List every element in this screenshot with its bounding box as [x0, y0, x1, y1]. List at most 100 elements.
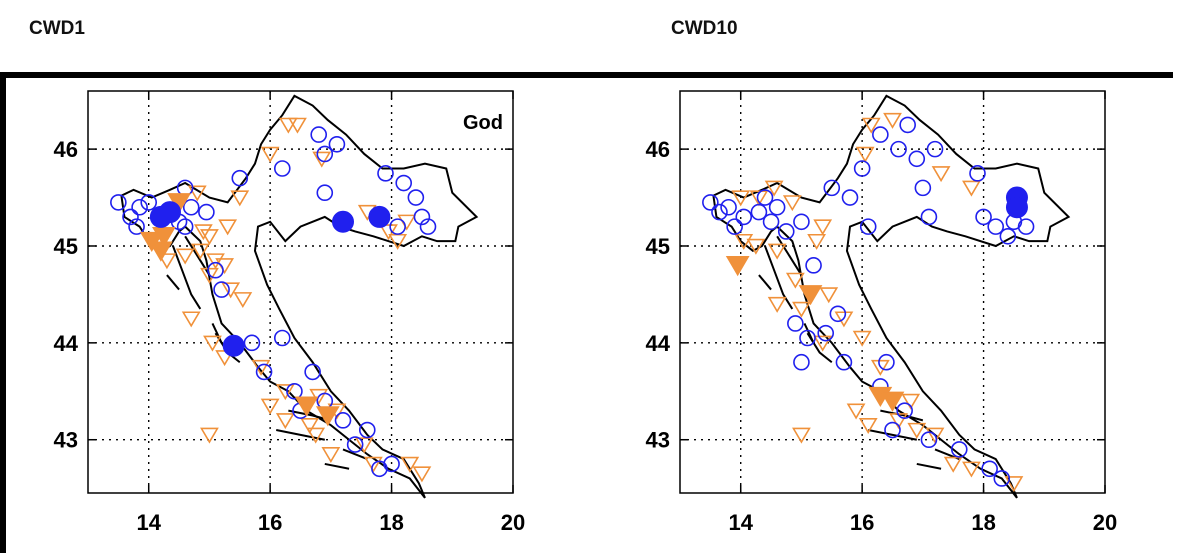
- x-tick-label: 14: [728, 510, 753, 535]
- decrease-triangle-marker: [203, 335, 222, 352]
- significant-decrease-marker: [315, 406, 340, 427]
- x-tick-label: 18: [971, 510, 995, 535]
- increase-circle-marker: [304, 363, 321, 381]
- x-tick-label: 14: [136, 510, 161, 535]
- increase-circle-marker: [787, 315, 804, 332]
- decrease-triangle-marker: [1004, 476, 1024, 493]
- increase-circle-marker: [799, 329, 816, 347]
- y-tick-label: 45: [646, 234, 670, 259]
- increase-circle-marker: [110, 194, 127, 211]
- increase-circle-marker: [182, 198, 200, 216]
- plot-frame: [87, 90, 514, 494]
- significant-decrease-marker: [294, 396, 319, 417]
- increase-circle-marker: [198, 203, 215, 221]
- decrease-triangle-marker: [200, 267, 219, 284]
- increase-circle-marker: [762, 213, 780, 231]
- y-tick-label: 46: [54, 137, 78, 162]
- increase-circle-marker: [273, 329, 291, 347]
- decrease-triangle-marker: [278, 117, 298, 134]
- island-outline: [764, 245, 794, 310]
- island-outline: [868, 429, 917, 441]
- decrease-triangle-marker: [807, 233, 827, 250]
- increase-circle-marker: [987, 218, 1005, 235]
- decrease-triangle-marker: [962, 461, 981, 478]
- increase-circle-marker: [835, 353, 853, 371]
- decrease-triangle-marker: [190, 243, 210, 260]
- island-outline: [166, 274, 180, 291]
- decrease-triangle-marker: [767, 243, 787, 260]
- decrease-triangle-marker: [785, 272, 805, 289]
- increase-circle-marker: [413, 208, 431, 226]
- increase-circle-marker: [969, 165, 986, 182]
- increase-circle-marker: [981, 460, 998, 478]
- island-outline: [880, 409, 924, 422]
- x-tick-label: 16: [850, 510, 874, 535]
- increase-circle-marker: [920, 208, 938, 226]
- increase-circle-marker: [829, 305, 847, 323]
- increase-circle-marker: [926, 140, 944, 158]
- decrease-triangle-marker: [233, 292, 253, 309]
- decrease-triangle-marker: [397, 214, 417, 231]
- increase-circle-marker: [890, 140, 907, 158]
- increase-circle-marker: [316, 145, 334, 163]
- decrease-triangle-marker: [193, 224, 213, 241]
- decrease-triangle-marker: [181, 311, 201, 328]
- increase-circle-marker: [777, 223, 795, 240]
- increase-circle-marker: [273, 160, 291, 177]
- y-tick-label: 44: [646, 331, 671, 356]
- decrease-triangle-marker: [861, 117, 881, 134]
- increase-circle-marker: [872, 126, 889, 143]
- decrease-triangle-marker: [321, 447, 341, 464]
- y-tick-label: 44: [54, 331, 79, 356]
- island-outline: [803, 323, 815, 344]
- y-tick-label: 45: [54, 234, 78, 259]
- significant-increase-marker: [368, 205, 391, 228]
- decrease-triangle-marker: [288, 117, 307, 134]
- increase-circle-marker: [213, 281, 230, 298]
- increase-circle-marker: [950, 441, 968, 458]
- increase-circle-marker: [702, 194, 719, 211]
- increase-circle-marker: [131, 198, 148, 216]
- decrease-triangle-marker: [187, 185, 207, 202]
- increase-circle-marker: [726, 218, 743, 235]
- increase-circle-marker: [419, 218, 437, 235]
- decrease-triangle-marker: [221, 282, 241, 299]
- decrease-triangle-marker: [251, 359, 271, 376]
- decrease-triangle-marker: [870, 359, 890, 376]
- decrease-triangle-marker: [858, 417, 878, 434]
- increase-circle-marker: [407, 189, 425, 206]
- increase-circle-marker: [122, 208, 139, 226]
- croatia-border: [120, 94, 479, 499]
- y-tick-label: 43: [646, 428, 670, 453]
- increase-circle-marker: [908, 150, 926, 168]
- decrease-triangle-marker: [767, 296, 787, 313]
- decrease-triangle-marker: [206, 253, 225, 270]
- significant-decrease-marker: [152, 227, 176, 248]
- increase-circle-marker: [128, 218, 145, 235]
- decrease-triangle-marker: [218, 219, 238, 236]
- increase-circle-marker: [914, 179, 932, 197]
- increase-circle-marker: [899, 116, 916, 134]
- increase-circle-marker: [255, 363, 273, 381]
- decrease-triangle-marker: [400, 456, 420, 473]
- decrease-triangle-marker: [306, 427, 326, 444]
- increase-circle-marker: [310, 126, 328, 143]
- decrease-triangle-marker: [782, 195, 802, 212]
- increase-circle-marker: [920, 431, 938, 449]
- island-outline: [916, 462, 942, 470]
- decrease-triangle-marker: [363, 456, 383, 473]
- increase-circle-marker: [805, 257, 822, 274]
- increase-circle-marker: [756, 189, 774, 206]
- x-tick-label: 16: [258, 510, 282, 535]
- increase-circle-marker: [377, 165, 394, 182]
- increase-circle-marker: [750, 203, 768, 221]
- decrease-triangle-marker: [749, 190, 769, 207]
- decrease-triangle-marker: [962, 180, 981, 197]
- decrease-triangle-marker: [230, 190, 250, 207]
- decrease-triangle-marker: [260, 398, 280, 415]
- increase-circle-marker: [243, 334, 261, 352]
- decrease-triangle-marker: [300, 417, 320, 434]
- plot-frame: [679, 90, 1106, 494]
- y-tick-label: 46: [646, 137, 670, 162]
- increase-circle-marker: [975, 208, 992, 226]
